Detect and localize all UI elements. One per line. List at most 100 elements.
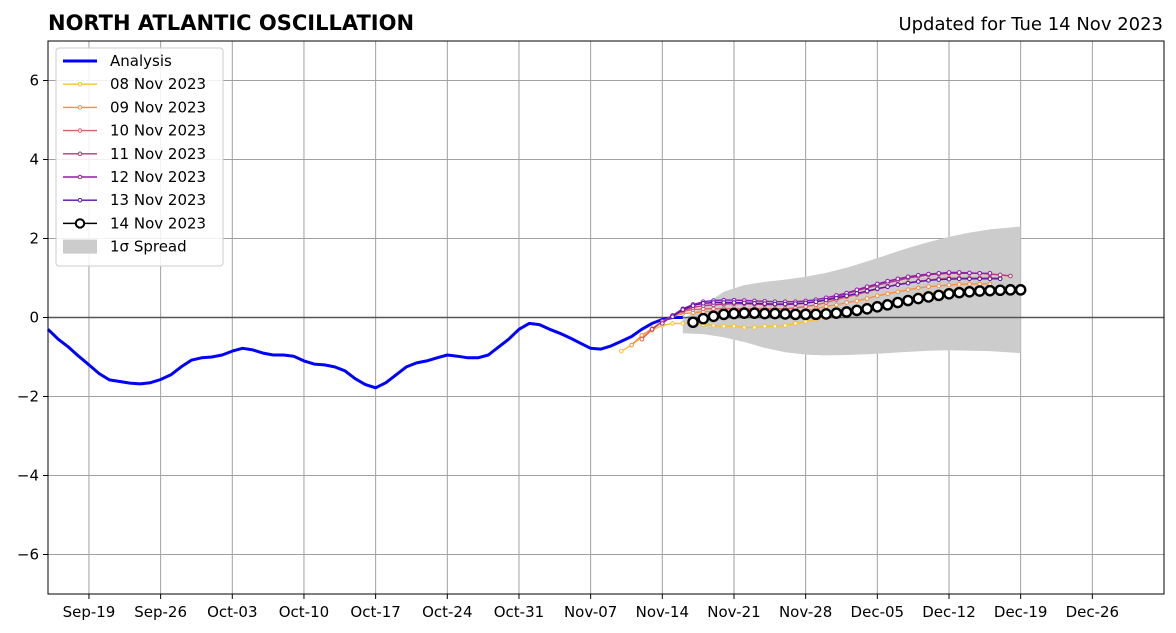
forecast-point — [813, 299, 819, 305]
forecast-point — [895, 276, 901, 282]
forecast-point — [834, 295, 839, 301]
latest-point — [1004, 284, 1017, 296]
forecast-point — [660, 321, 665, 326]
latest-forecast-series — [687, 284, 1027, 329]
x-tick-label: Dec-19 — [994, 603, 1048, 621]
legend-swatch-marker — [74, 218, 86, 229]
legend-label: 1σ Spread — [110, 238, 187, 256]
forecast-point — [700, 300, 706, 306]
forecast-point — [885, 291, 890, 297]
forecast-point — [946, 276, 952, 282]
legend-label: 08 Nov 2023 — [110, 75, 206, 93]
latest-point — [943, 287, 955, 300]
forecast-point — [639, 336, 645, 342]
legend-label: 14 Nov 2023 — [110, 214, 206, 232]
latest-point — [932, 289, 945, 302]
forecast-point — [741, 325, 747, 330]
forecast-point — [782, 301, 788, 307]
latest-point — [881, 299, 894, 311]
forecast-point — [793, 301, 798, 306]
forecast-point — [803, 300, 808, 306]
x-tick-label: Oct-17 — [350, 603, 400, 621]
forecast-point — [915, 285, 921, 291]
y-tick-label: 6 — [29, 72, 39, 90]
forecast-point — [926, 284, 931, 289]
latest-point — [1014, 284, 1027, 296]
y-tick-label: −2 — [17, 388, 39, 406]
forecast-point — [987, 270, 993, 276]
forecast-point — [905, 280, 911, 286]
forecast-point — [762, 323, 767, 329]
latest-point — [830, 307, 843, 319]
forecast-point — [844, 293, 849, 299]
legend-label: 11 Nov 2023 — [110, 145, 206, 163]
x-tick-label: Dec-26 — [1066, 603, 1120, 621]
legend-box — [55, 47, 224, 267]
forecast-point — [803, 319, 808, 324]
legend-swatch-marker — [77, 105, 83, 110]
latest-point — [973, 285, 986, 297]
x-tick-label: Nov-07 — [564, 603, 617, 621]
chart-title: NORTH ATLANTIC OSCILLATION — [48, 11, 414, 35]
latest-point — [963, 286, 976, 298]
y-tick-label: 0 — [29, 309, 39, 327]
legend-label: Analysis — [110, 52, 172, 70]
x-tick-label: Nov-28 — [779, 603, 832, 621]
y-tick-label: −6 — [17, 546, 39, 564]
legend-label: 13 Nov 2023 — [110, 191, 206, 209]
x-tick-label: Dec-05 — [851, 603, 905, 621]
forecast-point — [936, 277, 942, 282]
legend-label: 09 Nov 2023 — [110, 98, 206, 116]
latest-point — [758, 307, 771, 320]
forecast-point — [1008, 273, 1013, 279]
forecast-point — [752, 300, 757, 306]
latest-point — [687, 316, 699, 329]
forecast-point — [670, 314, 675, 320]
forecast-point — [711, 300, 716, 305]
y-axis-ticks: −6 −4 −2 0 2 4 6 — [17, 72, 48, 564]
forecast-6 — [670, 276, 1003, 320]
forecast-point — [977, 270, 983, 276]
forecast-point — [875, 293, 880, 299]
y-tick-label: −4 — [17, 467, 39, 485]
x-tick-label: Nov-21 — [707, 603, 760, 621]
latest-point — [851, 304, 863, 317]
forecast-point — [690, 303, 696, 308]
forecast-point — [711, 306, 716, 312]
latest-point — [738, 307, 751, 319]
chart-subtitle: Updated for Tue 14 Nov 2023 — [898, 14, 1163, 35]
forecast-point — [946, 270, 952, 275]
latest-point — [871, 301, 884, 313]
latest-point — [789, 308, 802, 321]
x-axis-ticks: Sep-19 Sep-26 Oct-03 Oct-10 Oct-17 Oct-24 Oct-… — [63, 594, 1120, 621]
latest-point — [820, 308, 832, 320]
legend-label: 12 Nov 2023 — [110, 168, 206, 186]
legend-swatch-marker — [77, 128, 83, 133]
forecast-point — [895, 289, 901, 295]
forecast-point — [977, 276, 983, 282]
latest-point — [717, 308, 730, 321]
forecast-point — [854, 298, 860, 304]
forecast-point — [977, 281, 983, 287]
x-tick-label: Oct-03 — [207, 603, 257, 621]
forecast-point — [731, 323, 737, 329]
forecast-point — [864, 288, 870, 294]
legend-swatch-marker — [77, 197, 83, 203]
forecast-point — [997, 276, 1003, 282]
forecast-point — [639, 332, 645, 338]
y-tick-label: 2 — [29, 230, 39, 248]
forecast-point — [752, 325, 757, 330]
legend: Analysis 08 Nov 2023 09 Nov 2023 10 Nov 202… — [55, 47, 224, 267]
legend-swatch-marker — [77, 81, 83, 87]
forecast-point — [875, 281, 880, 287]
forecast-point — [967, 281, 972, 287]
forecast-point — [721, 323, 727, 329]
forecast-point — [731, 300, 737, 305]
forecast-point — [629, 342, 634, 348]
forecast-point — [956, 282, 962, 287]
forecast-point — [997, 272, 1003, 278]
forecast-point — [967, 270, 972, 276]
latest-point — [912, 292, 925, 305]
x-tick-label: Sep-19 — [63, 603, 116, 621]
latest-point — [707, 310, 720, 323]
